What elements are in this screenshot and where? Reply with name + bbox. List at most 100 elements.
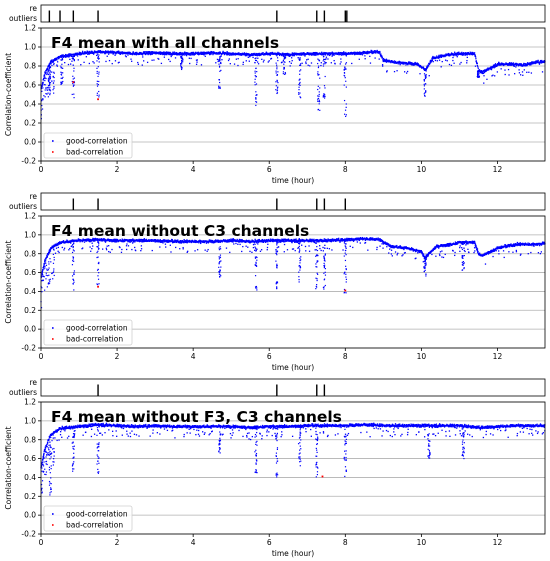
good-point xyxy=(466,56,468,59)
good-point xyxy=(218,85,220,87)
good-point xyxy=(81,240,83,243)
good-point xyxy=(204,51,207,54)
good-point xyxy=(309,65,311,67)
good-point xyxy=(182,61,184,63)
good-point xyxy=(388,252,390,254)
good-point xyxy=(340,238,342,240)
good-point xyxy=(152,51,154,53)
good-point xyxy=(92,237,94,240)
good-point xyxy=(149,53,152,56)
good-point xyxy=(196,249,199,251)
good-point xyxy=(525,65,527,67)
good-point xyxy=(318,103,320,105)
good-point xyxy=(429,59,432,62)
good-point xyxy=(201,53,203,55)
good-point xyxy=(459,53,462,56)
good-point xyxy=(344,113,346,115)
good-point xyxy=(397,63,399,65)
good-point xyxy=(125,56,127,58)
good-point xyxy=(200,242,202,245)
good-point xyxy=(495,64,497,66)
good-point xyxy=(156,52,158,55)
good-point xyxy=(47,96,49,98)
good-point xyxy=(537,59,539,62)
good-point xyxy=(513,65,515,67)
good-point xyxy=(379,240,382,242)
x-tick-label: 12 xyxy=(493,165,503,174)
good-point xyxy=(426,67,428,69)
good-point xyxy=(44,84,46,86)
good-point xyxy=(91,52,93,54)
good-point xyxy=(313,51,315,54)
good-point xyxy=(229,63,231,65)
good-point xyxy=(386,61,388,63)
good-point xyxy=(60,67,62,69)
good-point xyxy=(317,109,319,111)
good-point xyxy=(42,81,44,84)
good-point xyxy=(121,248,123,251)
good-point xyxy=(57,243,59,245)
good-point xyxy=(184,240,186,242)
good-point xyxy=(303,241,305,243)
good-point xyxy=(165,52,167,54)
good-point xyxy=(49,94,51,96)
good-point xyxy=(475,56,477,58)
good-point xyxy=(465,53,468,56)
good-point xyxy=(63,249,65,251)
good-point xyxy=(339,241,341,243)
x-tick-label: 10 xyxy=(417,165,427,174)
good-point xyxy=(123,240,125,243)
good-point xyxy=(312,53,314,56)
good-point xyxy=(519,63,522,65)
good-point xyxy=(518,72,521,74)
good-point xyxy=(324,61,326,63)
good-point xyxy=(254,81,256,83)
good-point xyxy=(53,59,55,61)
good-point xyxy=(504,73,506,76)
good-point xyxy=(275,240,277,242)
good-point xyxy=(327,58,329,60)
good-point xyxy=(278,54,281,57)
good-point xyxy=(189,62,191,65)
good-point xyxy=(246,54,248,57)
good-point xyxy=(150,52,152,54)
good-point xyxy=(104,51,106,53)
good-point xyxy=(261,58,263,60)
good-point xyxy=(298,79,300,81)
good-point xyxy=(233,243,235,245)
good-point xyxy=(202,53,205,55)
good-point xyxy=(322,52,324,54)
good-point xyxy=(280,239,282,242)
good-point xyxy=(98,90,100,93)
good-point xyxy=(313,241,315,243)
good-point xyxy=(324,87,326,89)
good-point xyxy=(254,72,256,74)
good-point xyxy=(137,63,140,66)
good-point xyxy=(218,240,220,242)
good-point xyxy=(248,53,250,55)
good-point xyxy=(428,75,430,77)
good-point xyxy=(282,55,284,57)
good-point xyxy=(72,54,74,56)
good-point xyxy=(274,239,276,242)
good-point xyxy=(356,51,358,53)
good-point xyxy=(179,51,182,54)
good-point xyxy=(179,240,182,242)
good-point xyxy=(81,53,83,55)
good-point xyxy=(93,62,95,64)
good-point xyxy=(272,238,274,241)
good-point xyxy=(245,245,247,247)
good-point xyxy=(424,74,426,76)
good-point xyxy=(295,238,297,240)
good-point xyxy=(180,66,183,68)
good-point xyxy=(258,238,261,241)
good-point xyxy=(538,63,541,65)
good-point xyxy=(310,62,313,64)
good-point xyxy=(378,240,380,242)
good-point xyxy=(110,240,112,242)
good-point xyxy=(63,247,66,249)
good-point xyxy=(71,80,73,83)
good-point xyxy=(53,63,55,66)
